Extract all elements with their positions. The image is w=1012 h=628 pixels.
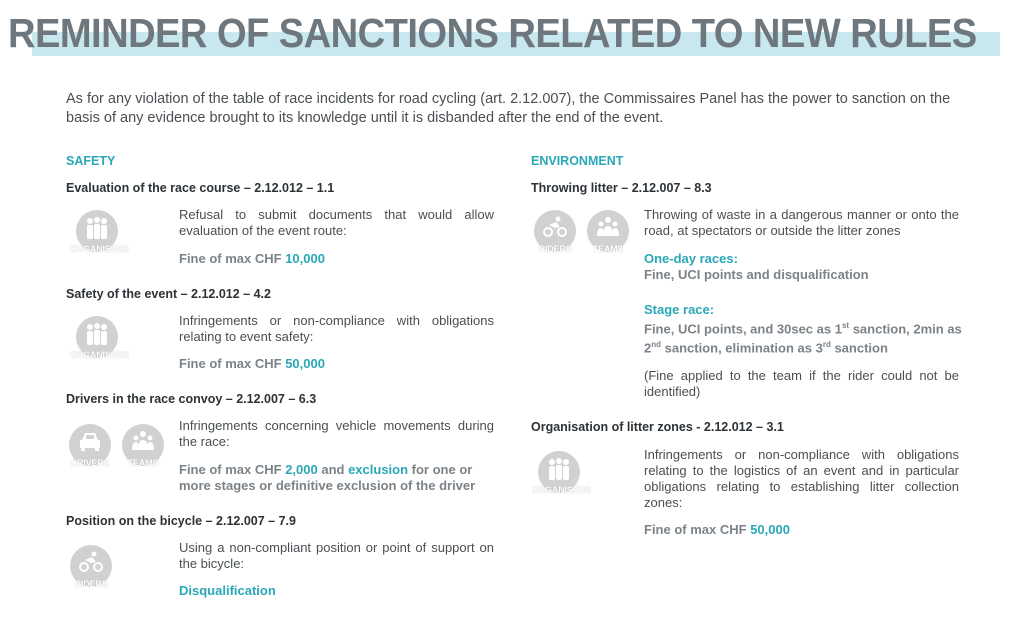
stage-text: Fine, UCI points, and 30sec as 1	[644, 321, 842, 337]
teams-icon: TEAMS	[587, 210, 629, 254]
fine-prefix: Fine of max CHF	[179, 251, 286, 266]
fine-value: 50,000	[285, 356, 325, 371]
item-description: Infringements concerning vehicle movemen…	[179, 418, 494, 449]
stage-text: sanction, 2min as 2	[644, 321, 962, 356]
page-title: REMINDER OF SANCTIONS RELATED TO NEW RUL…	[8, 10, 977, 56]
organisers-icon: ORGANISERS	[70, 210, 129, 254]
ordinal: rd	[822, 340, 831, 350]
ordinal: nd	[651, 340, 662, 350]
fine-value: 2,000	[285, 462, 318, 477]
item-fine: Fine of max CHF 50,000	[179, 356, 499, 372]
item-description: Infringements or non-compliance with obl…	[644, 447, 959, 510]
item-heading: Throwing litter – 2.12.007 – 8.3	[531, 181, 712, 195]
icon-label: ORGANISERS	[70, 244, 129, 254]
item-fine: Fine of max CHF 2,000 and exclusion for …	[179, 462, 499, 494]
item-fine: Fine of max CHF 10,000	[179, 251, 499, 267]
item-sanction: Disqualification	[179, 583, 276, 598]
stage-label: Stage race:	[644, 302, 715, 317]
stage-text: sanction, elimination as 3	[661, 340, 823, 356]
item-heading: Safety of the event – 2.12.012 – 4.2	[66, 287, 271, 301]
icon-label: ORGANISERS	[532, 485, 591, 495]
fine-suffix: for one or more stages or definitive exc…	[179, 462, 476, 493]
title-band	[32, 32, 1000, 56]
item-note: (Fine applied to the team if the rider c…	[644, 368, 959, 399]
item-heading: Evaluation of the race course – 2.12.012…	[66, 181, 335, 195]
fine-value: 50,000	[750, 522, 790, 537]
fine-prefix: Fine of max CHF	[644, 522, 751, 537]
teams-icon: TEAMS	[122, 424, 164, 468]
fine-prefix: Fine of max CHF	[179, 462, 286, 477]
organisers-icon: ORGANISERS	[70, 316, 129, 360]
ordinal: st	[841, 321, 850, 330]
riders-icon: RIDERS	[534, 210, 576, 254]
stage-text: sanction	[830, 340, 888, 356]
icon-label: RIDERS	[74, 579, 108, 589]
fine-value: 10,000	[285, 251, 325, 266]
fine-mid: and	[317, 462, 349, 477]
item-heading: Position on the bicycle – 2.12.007 – 7.9	[66, 514, 296, 528]
one-day-sanction: Fine, UCI points and disqualification	[644, 267, 869, 282]
organisers-icon: ORGANISERS	[532, 451, 591, 495]
section-environment: ENVIRONMENT	[531, 154, 624, 168]
icon-label: TEAMS	[127, 458, 159, 468]
drivers-icon: DRIVERS	[69, 424, 111, 468]
item-description: Using a non-compliant position or point …	[179, 540, 494, 571]
item-description: Refusal to submit documents that would a…	[179, 207, 494, 238]
section-safety: SAFETY	[66, 154, 116, 168]
icon-label: DRIVERS	[70, 458, 110, 468]
stage-sanction: Fine, UCI points, and 30sec as 1st sanct…	[644, 318, 962, 357]
intro-paragraph: As for any violation of the table of rac…	[66, 91, 951, 126]
item-description: Infringements or non-compliance with obl…	[179, 313, 494, 344]
icon-label: ORGANISERS	[70, 350, 129, 360]
one-day-label: One-day races:	[644, 251, 738, 266]
fine-prefix: Fine of max CHF	[179, 356, 286, 371]
icon-label: TEAMS	[592, 244, 624, 254]
icon-label: RIDERS	[538, 244, 572, 254]
item-heading: Drivers in the race convoy – 2.12.007 – …	[66, 392, 317, 406]
item-fine: Fine of max CHF 50,000	[644, 522, 964, 538]
item-heading: Organisation of litter zones - 2.12.012 …	[531, 420, 784, 434]
item-description: Throwing of waste in a dangerous manner …	[644, 207, 959, 238]
fine-exclusion: exclusion	[348, 462, 409, 477]
riders-icon: RIDERS	[70, 545, 112, 589]
